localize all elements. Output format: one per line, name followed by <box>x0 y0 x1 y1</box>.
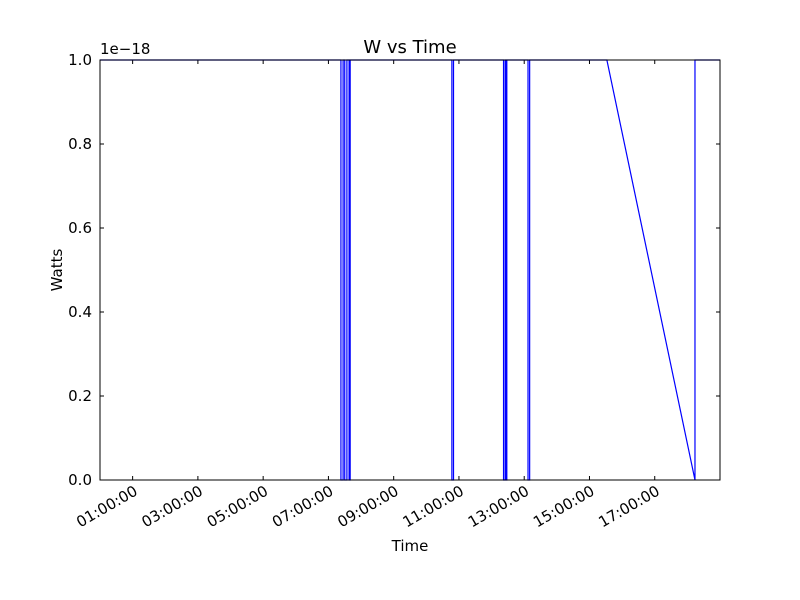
plot-area <box>100 60 720 480</box>
x-axis-label: Time <box>391 537 429 555</box>
y-tick-label-0: 0.0 <box>68 471 92 489</box>
y-tick-label-5: 1.0 <box>68 51 92 69</box>
y-tick-label-2: 0.4 <box>68 303 92 321</box>
axes-frame <box>99 59 721 481</box>
y-tick-label-4: 0.8 <box>68 135 92 153</box>
y-tick-label-3: 0.6 <box>68 219 92 237</box>
y-tick-label-1: 0.2 <box>68 387 92 405</box>
y-axis-label: Watts <box>48 249 66 292</box>
y-scale-label: 1e−18 <box>100 40 150 58</box>
chart-title: W vs Time <box>363 37 456 58</box>
